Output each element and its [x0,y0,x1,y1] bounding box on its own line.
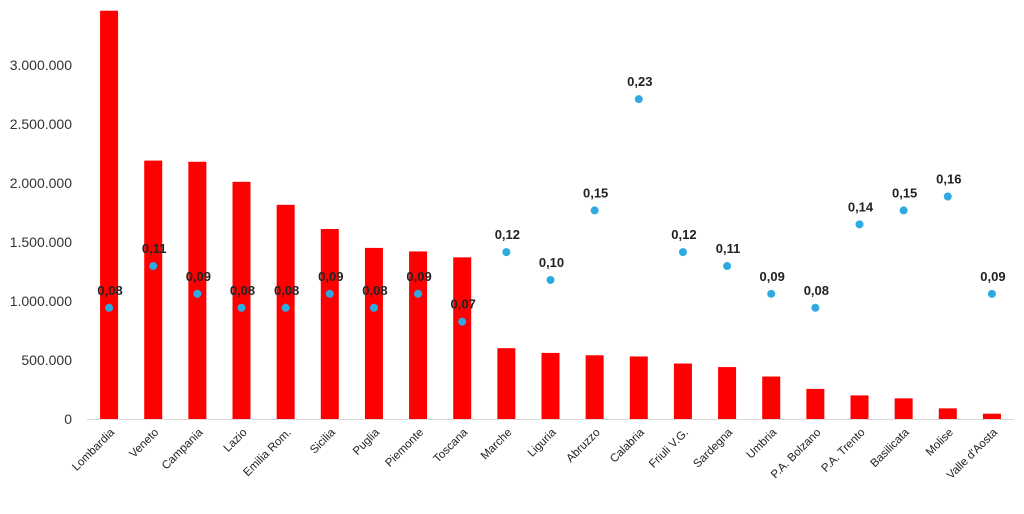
x-tick-label: P.A. Trento [820,427,868,475]
bar [541,352,560,419]
bar [982,413,1001,419]
data-point [458,317,467,326]
data-point [767,289,776,298]
data-point [414,289,423,298]
data-label: 0,09 [186,269,211,284]
x-tick-label: Molise [924,427,956,459]
x-tick-label: Lazio [222,427,250,455]
data-label: 0,12 [495,227,520,242]
data-label: 0,11 [142,241,167,256]
data-label: 0,23 [627,74,652,89]
data-point [149,262,158,271]
y-tick-label: 500.000 [21,352,72,368]
bar [276,204,295,419]
data-label: 0,07 [451,297,476,312]
data-point [590,206,599,215]
data-label: 0,15 [583,185,608,200]
data-point [237,303,246,312]
bar [894,398,913,419]
y-tick-label: 0 [64,411,72,427]
data-point [678,248,687,257]
y-tick-label: 1.000.000 [10,293,72,309]
data-label: 0,09 [318,269,343,284]
data-point [193,289,202,298]
data-label: 0,08 [97,283,122,298]
data-label: 0,08 [274,283,299,298]
bar [718,367,737,419]
data-point [987,289,996,298]
x-tick-label: Liguria [526,426,559,459]
x-tick-label: Emilia Rom. [241,427,293,479]
x-tick-label: Puglia [351,426,383,458]
data-point [899,206,908,215]
data-point [723,262,732,271]
x-tick-label: Toscana [432,426,471,465]
data-label: 0,08 [230,283,255,298]
data-point [369,303,378,312]
data-label: 0,15 [892,185,917,200]
data-label: 0,12 [671,227,696,242]
bar [850,395,869,419]
bar [364,247,383,419]
data-point [546,275,555,284]
data-label: 0,10 [539,255,564,270]
bar [762,376,781,419]
bar [100,10,119,419]
data-label: 0,08 [804,283,829,298]
bar [453,257,472,419]
x-tick-label: Piemonte [383,427,426,470]
y-tick-label: 2.500.000 [10,116,72,132]
data-point [634,95,643,104]
x-tick-label: Lombardia [70,426,117,473]
bar [320,229,339,419]
data-point [281,303,290,312]
y-axis: 0 500.000 1.000.000 1.500.000 2.000.000 2.500… [10,57,73,427]
x-tick-label: Abruzzo [564,427,602,465]
x-tick-label: Sardegna [691,426,735,470]
bar [232,181,251,419]
data-point [502,248,511,257]
bar [806,388,825,419]
bar [497,348,516,419]
x-tick-label: Calabria [608,426,647,465]
x-tick-label: Campania [160,426,206,472]
data-label: 0,08 [362,283,387,298]
data-label: 0,09 [980,269,1005,284]
y-tick-label: 2.000.000 [10,175,72,191]
bar [673,363,692,419]
point-series: 0,08 0,11 0,09 0,08 0,08 0,09 0,08 0,09 0,07 0,12… [97,74,1006,326]
x-tick-label: Friuli V.G. [647,427,691,471]
data-point [943,192,952,201]
x-tick-label: Sicilia [308,426,338,456]
y-tick-label: 3.000.000 [10,57,72,73]
data-point [105,303,114,312]
x-tick-label: Veneto [128,427,162,461]
bar [585,355,604,419]
data-label: 0,09 [760,269,785,284]
data-point [325,289,334,298]
data-label: 0,11 [716,241,741,256]
data-point [855,220,864,229]
bar-series [100,10,1001,419]
bar [144,160,163,419]
bar [629,356,648,419]
x-tick-label: Marche [479,427,515,463]
data-label: 0,09 [406,269,431,284]
bar [938,408,957,419]
x-tick-label: Umbria [745,426,780,461]
y-tick-label: 1.500.000 [10,234,72,250]
x-tick-label: Basilicata [868,426,912,470]
data-label: 0,14 [848,199,874,214]
bar [409,251,428,419]
data-label: 0,16 [936,172,961,187]
data-point [811,303,820,312]
